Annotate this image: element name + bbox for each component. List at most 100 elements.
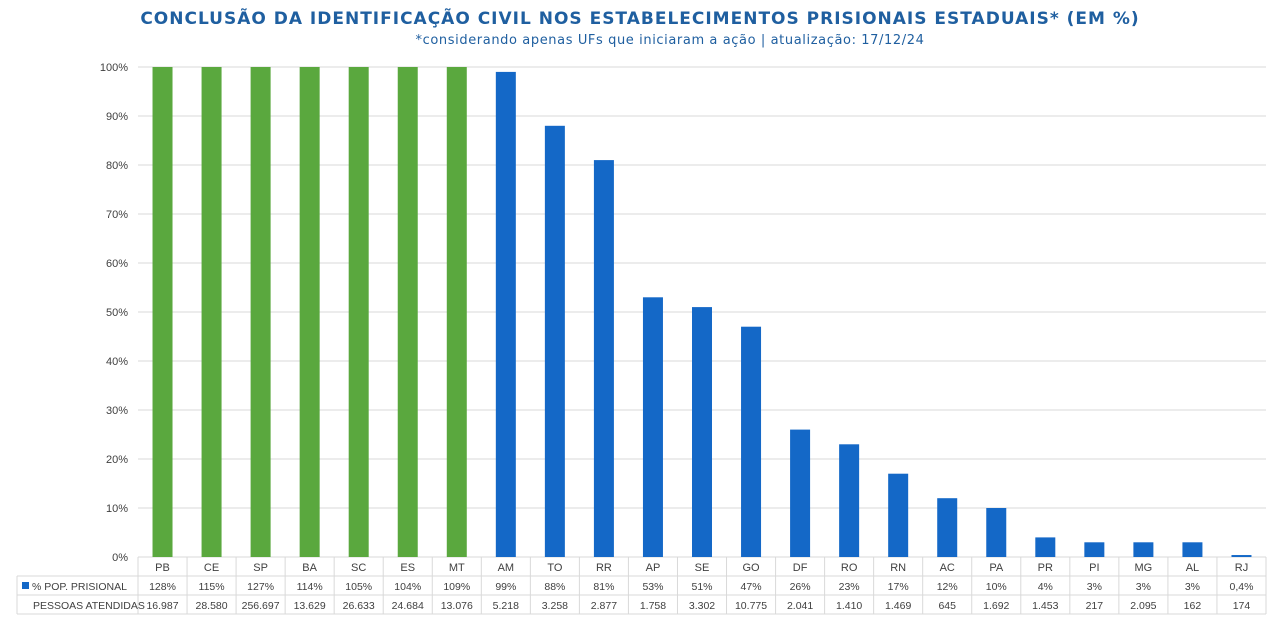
category-label: PB: [155, 562, 170, 574]
chart-subtitle: *considerando apenas UFs que iniciaram a…: [415, 33, 925, 48]
bar-mg: [1133, 542, 1154, 557]
row-name: PESSOAS ATENDIDAS: [33, 600, 145, 612]
bar-rj: [1231, 555, 1252, 557]
category-label: RO: [841, 562, 858, 574]
category-label: CE: [204, 562, 219, 574]
data-label: 47%: [741, 581, 762, 593]
bar-sp: [250, 67, 271, 557]
category-label: TO: [547, 562, 563, 574]
data-label: 99%: [495, 581, 516, 593]
people-count: 13.076: [441, 600, 473, 612]
category-label: PA: [989, 562, 1004, 574]
bar-rr: [593, 160, 614, 557]
category-label: ES: [400, 562, 415, 574]
data-label: 23%: [839, 581, 860, 593]
y-tick-label: 40%: [106, 356, 128, 368]
y-tick-label: 100%: [100, 62, 128, 74]
bar-ce: [201, 67, 222, 557]
people-count: 645: [938, 600, 956, 612]
bar-se: [692, 307, 712, 557]
bar-ba: [299, 67, 320, 557]
people-count: 1.410: [836, 600, 862, 612]
data-label: 115%: [199, 581, 225, 593]
people-count: 1.692: [983, 600, 1009, 612]
y-tick-label: 60%: [106, 258, 128, 270]
bar-ac: [937, 498, 958, 557]
category-label: AL: [1186, 562, 1199, 574]
data-label: 128%: [149, 581, 176, 593]
people-count: 1.469: [885, 600, 911, 612]
bar-pa: [986, 508, 1007, 557]
category-label: MG: [1135, 562, 1153, 574]
bar-am: [495, 71, 516, 558]
category-label: AM: [498, 562, 515, 574]
y-tick-label: 0%: [112, 552, 128, 564]
data-label: 3%: [1136, 581, 1151, 593]
bar-sc: [348, 67, 369, 557]
bar-ro: [839, 444, 860, 557]
people-count: 256.697: [242, 600, 280, 612]
category-label: RN: [890, 562, 906, 574]
y-tick-label: 30%: [106, 405, 128, 417]
data-label: 12%: [937, 581, 958, 593]
y-tick-label: 20%: [106, 454, 128, 466]
category-label: AC: [940, 562, 955, 574]
category-label: BA: [302, 562, 317, 574]
people-count: 10.775: [735, 600, 767, 612]
data-label: 114%: [297, 581, 323, 593]
people-count: 28.580: [196, 600, 228, 612]
people-count: 1.453: [1032, 600, 1058, 612]
people-count: 24.684: [392, 600, 424, 612]
bar-ap: [642, 297, 663, 557]
bars: [152, 67, 1252, 558]
people-count: 16.987: [146, 600, 178, 612]
bar-go: [741, 326, 762, 557]
category-label: SE: [695, 562, 710, 574]
data-label: 3%: [1185, 581, 1200, 593]
people-count: 3.302: [689, 600, 715, 612]
chart-title: CONCLUSÃO DA IDENTIFICAÇÃO CIVIL NOS EST…: [140, 9, 1140, 29]
data-table: PB CE SP BA SC ES MT AM TO RR AP SE GO DF RO RN AC PA PR PI…: [16, 557, 1267, 615]
bar-pi: [1084, 542, 1105, 557]
data-label: 109%: [443, 581, 470, 593]
data-label: 88%: [544, 581, 565, 593]
bar-df: [790, 429, 811, 557]
people-count: 174: [1233, 600, 1251, 612]
y-tick-label: 80%: [106, 160, 128, 172]
data-label: 104%: [394, 581, 421, 593]
data-label: 17%: [888, 581, 909, 593]
category-label: RJ: [1235, 562, 1248, 574]
y-tick-label: 70%: [106, 209, 128, 221]
category-label: RR: [596, 562, 612, 574]
people-count: 26.633: [343, 600, 375, 612]
people-count: 2.041: [787, 600, 813, 612]
y-tick-label: 10%: [106, 503, 128, 515]
people-count: 2.877: [591, 600, 617, 612]
y-axis-ticks: 0% 10% 20% 30% 40% 50% 60% 70% 80% 90% 100%: [100, 62, 128, 564]
data-label: 10%: [986, 581, 1007, 593]
category-label: MT: [449, 562, 465, 574]
people-count: 1.758: [640, 600, 666, 612]
people-count: 2.095: [1130, 600, 1156, 612]
people-count: 217: [1086, 600, 1104, 612]
data-label: 3%: [1087, 581, 1102, 593]
series-name: % POP. PRISIONAL: [32, 581, 127, 593]
gridlines: [138, 66, 1266, 558]
people-count: 13.629: [294, 600, 326, 612]
bar-pb: [152, 67, 173, 557]
data-label: 4%: [1038, 581, 1053, 593]
y-tick-label: 90%: [106, 111, 128, 123]
bar-es: [397, 67, 418, 557]
bar-to: [544, 125, 565, 558]
data-label: 105%: [345, 581, 372, 593]
data-label: 81%: [593, 581, 614, 593]
bar-mt: [446, 67, 467, 557]
data-label: 53%: [642, 581, 663, 593]
category-label: SC: [351, 562, 366, 574]
bar-rn: [888, 473, 909, 557]
data-label: 0,4%: [1230, 581, 1254, 593]
y-tick-label: 50%: [106, 307, 128, 319]
category-label: AP: [646, 562, 661, 574]
people-count: 3.258: [542, 600, 568, 612]
